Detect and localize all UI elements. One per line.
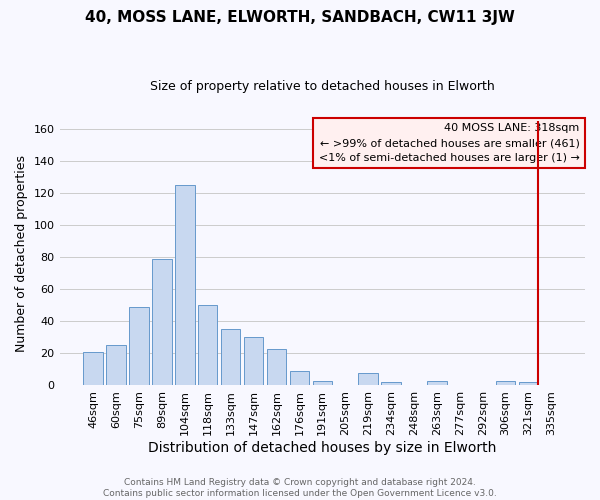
Bar bbox=[129, 307, 149, 386]
Text: Contains HM Land Registry data © Crown copyright and database right 2024.
Contai: Contains HM Land Registry data © Crown c… bbox=[103, 478, 497, 498]
Text: 40, MOSS LANE, ELWORTH, SANDBACH, CW11 3JW: 40, MOSS LANE, ELWORTH, SANDBACH, CW11 3… bbox=[85, 10, 515, 25]
Bar bbox=[381, 382, 401, 386]
Bar bbox=[267, 348, 286, 386]
Bar bbox=[198, 305, 217, 386]
Bar bbox=[313, 380, 332, 386]
Bar bbox=[519, 382, 538, 386]
Bar bbox=[358, 372, 378, 386]
Bar bbox=[427, 380, 446, 386]
Bar bbox=[175, 185, 194, 386]
Bar bbox=[106, 346, 126, 386]
Bar bbox=[244, 338, 263, 386]
Text: 40 MOSS LANE: 318sqm
← >99% of detached houses are smaller (461)
<1% of semi-det: 40 MOSS LANE: 318sqm ← >99% of detached … bbox=[319, 123, 580, 163]
Bar bbox=[221, 330, 241, 386]
Bar bbox=[496, 380, 515, 386]
Bar bbox=[152, 258, 172, 386]
Bar bbox=[290, 371, 309, 386]
Bar bbox=[83, 352, 103, 386]
X-axis label: Distribution of detached houses by size in Elworth: Distribution of detached houses by size … bbox=[148, 441, 496, 455]
Y-axis label: Number of detached properties: Number of detached properties bbox=[15, 154, 28, 352]
Title: Size of property relative to detached houses in Elworth: Size of property relative to detached ho… bbox=[150, 80, 494, 93]
